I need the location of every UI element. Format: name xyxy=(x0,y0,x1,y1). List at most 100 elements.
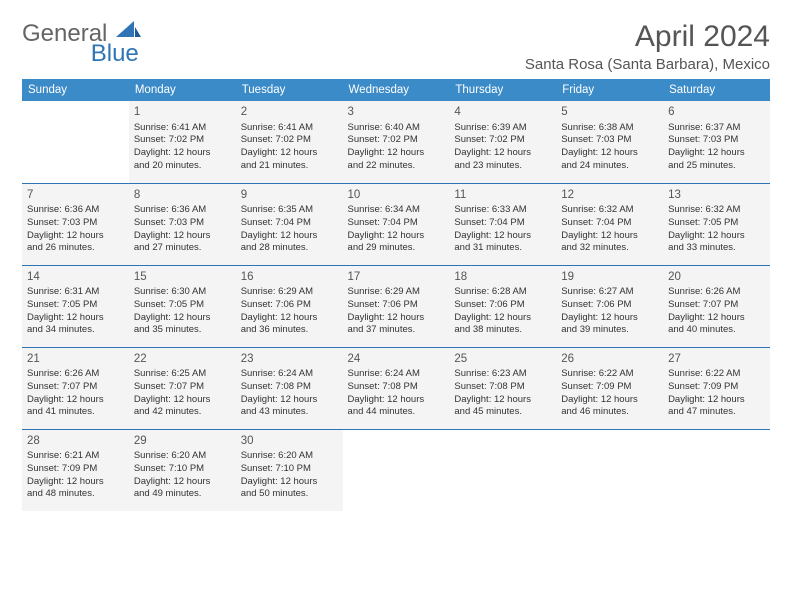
day-number: 26 xyxy=(561,352,658,368)
header-row: Sunday Monday Tuesday Wednesday Thursday… xyxy=(22,79,770,101)
day-info-sr: Sunrise: 6:29 AM xyxy=(348,286,445,299)
day-number: 27 xyxy=(668,352,765,368)
day-info-d2: and 49 minutes. xyxy=(134,488,231,501)
day-info-sr: Sunrise: 6:24 AM xyxy=(241,368,338,381)
day-number: 11 xyxy=(454,188,551,204)
day-cell: 22Sunrise: 6:25 AMSunset: 7:07 PMDayligh… xyxy=(129,347,236,429)
day-info-sr: Sunrise: 6:28 AM xyxy=(454,286,551,299)
day-info-ss: Sunset: 7:07 PM xyxy=(668,299,765,312)
day-info-sr: Sunrise: 6:20 AM xyxy=(241,450,338,463)
day-number: 3 xyxy=(348,105,445,121)
day-info-d2: and 23 minutes. xyxy=(454,160,551,173)
day-number: 5 xyxy=(561,105,658,121)
day-info-d1: Daylight: 12 hours xyxy=(454,147,551,160)
day-info-ss: Sunset: 7:06 PM xyxy=(561,299,658,312)
day-info-d2: and 50 minutes. xyxy=(241,488,338,501)
day-cell xyxy=(663,429,770,511)
week-row: 21Sunrise: 6:26 AMSunset: 7:07 PMDayligh… xyxy=(22,347,770,429)
day-info-sr: Sunrise: 6:36 AM xyxy=(134,204,231,217)
day-info-sr: Sunrise: 6:40 AM xyxy=(348,122,445,135)
calendar-body: 1Sunrise: 6:41 AMSunset: 7:02 PMDaylight… xyxy=(22,101,770,511)
location: Santa Rosa (Santa Barbara), Mexico xyxy=(525,56,770,73)
day-info-ss: Sunset: 7:08 PM xyxy=(241,381,338,394)
day-info-d1: Daylight: 12 hours xyxy=(27,476,124,489)
day-info-d1: Daylight: 12 hours xyxy=(454,394,551,407)
day-info-d2: and 32 minutes. xyxy=(561,242,658,255)
day-info-d2: and 29 minutes. xyxy=(348,242,445,255)
day-info-sr: Sunrise: 6:32 AM xyxy=(668,204,765,217)
day-cell: 24Sunrise: 6:24 AMSunset: 7:08 PMDayligh… xyxy=(343,347,450,429)
day-number: 8 xyxy=(134,188,231,204)
day-cell: 6Sunrise: 6:37 AMSunset: 7:03 PMDaylight… xyxy=(663,101,770,183)
day-number: 19 xyxy=(561,270,658,286)
day-info-d1: Daylight: 12 hours xyxy=(348,147,445,160)
day-info-ss: Sunset: 7:09 PM xyxy=(668,381,765,394)
calendar-table: Sunday Monday Tuesday Wednesday Thursday… xyxy=(22,79,770,511)
day-info-ss: Sunset: 7:02 PM xyxy=(134,134,231,147)
day-number: 12 xyxy=(561,188,658,204)
day-info-d1: Daylight: 12 hours xyxy=(348,230,445,243)
week-row: 1Sunrise: 6:41 AMSunset: 7:02 PMDaylight… xyxy=(22,101,770,183)
col-saturday: Saturday xyxy=(663,79,770,101)
day-info-sr: Sunrise: 6:41 AM xyxy=(134,122,231,135)
day-info-d2: and 41 minutes. xyxy=(27,406,124,419)
day-info-d2: and 37 minutes. xyxy=(348,324,445,337)
day-info-d2: and 25 minutes. xyxy=(668,160,765,173)
day-info-sr: Sunrise: 6:39 AM xyxy=(454,122,551,135)
day-info-sr: Sunrise: 6:27 AM xyxy=(561,286,658,299)
day-cell: 7Sunrise: 6:36 AMSunset: 7:03 PMDaylight… xyxy=(22,183,129,265)
col-tuesday: Tuesday xyxy=(236,79,343,101)
day-info-d1: Daylight: 12 hours xyxy=(561,230,658,243)
day-info-ss: Sunset: 7:05 PM xyxy=(668,217,765,230)
day-info-sr: Sunrise: 6:36 AM xyxy=(27,204,124,217)
day-info-ss: Sunset: 7:06 PM xyxy=(241,299,338,312)
day-number: 14 xyxy=(27,270,124,286)
day-cell: 2Sunrise: 6:41 AMSunset: 7:02 PMDaylight… xyxy=(236,101,343,183)
day-info-ss: Sunset: 7:03 PM xyxy=(134,217,231,230)
day-info-sr: Sunrise: 6:29 AM xyxy=(241,286,338,299)
day-cell: 29Sunrise: 6:20 AMSunset: 7:10 PMDayligh… xyxy=(129,429,236,511)
day-info-ss: Sunset: 7:06 PM xyxy=(454,299,551,312)
day-cell: 16Sunrise: 6:29 AMSunset: 7:06 PMDayligh… xyxy=(236,265,343,347)
day-info-d1: Daylight: 12 hours xyxy=(454,312,551,325)
day-number: 2 xyxy=(241,105,338,121)
col-friday: Friday xyxy=(556,79,663,101)
day-info-ss: Sunset: 7:09 PM xyxy=(27,463,124,476)
day-number: 4 xyxy=(454,105,551,121)
day-cell: 25Sunrise: 6:23 AMSunset: 7:08 PMDayligh… xyxy=(449,347,556,429)
day-cell: 10Sunrise: 6:34 AMSunset: 7:04 PMDayligh… xyxy=(343,183,450,265)
day-info-ss: Sunset: 7:04 PM xyxy=(454,217,551,230)
calendar-thead: Sunday Monday Tuesday Wednesday Thursday… xyxy=(22,79,770,101)
day-info-d2: and 34 minutes. xyxy=(27,324,124,337)
day-info-d2: and 21 minutes. xyxy=(241,160,338,173)
day-info-sr: Sunrise: 6:41 AM xyxy=(241,122,338,135)
day-info-d2: and 39 minutes. xyxy=(561,324,658,337)
day-cell xyxy=(449,429,556,511)
day-number: 28 xyxy=(27,434,124,450)
day-info-d1: Daylight: 12 hours xyxy=(348,394,445,407)
day-cell: 30Sunrise: 6:20 AMSunset: 7:10 PMDayligh… xyxy=(236,429,343,511)
week-row: 28Sunrise: 6:21 AMSunset: 7:09 PMDayligh… xyxy=(22,429,770,511)
day-info-d1: Daylight: 12 hours xyxy=(27,312,124,325)
col-thursday: Thursday xyxy=(449,79,556,101)
header: General Blue April 2024 Santa Rosa (Sant… xyxy=(22,20,770,73)
week-row: 14Sunrise: 6:31 AMSunset: 7:05 PMDayligh… xyxy=(22,265,770,347)
day-info-d2: and 33 minutes. xyxy=(668,242,765,255)
day-info-sr: Sunrise: 6:38 AM xyxy=(561,122,658,135)
day-info-d2: and 45 minutes. xyxy=(454,406,551,419)
day-number: 16 xyxy=(241,270,338,286)
day-info-d1: Daylight: 12 hours xyxy=(241,147,338,160)
day-cell: 14Sunrise: 6:31 AMSunset: 7:05 PMDayligh… xyxy=(22,265,129,347)
day-info-d1: Daylight: 12 hours xyxy=(561,312,658,325)
day-cell: 17Sunrise: 6:29 AMSunset: 7:06 PMDayligh… xyxy=(343,265,450,347)
day-info-ss: Sunset: 7:07 PM xyxy=(27,381,124,394)
day-info-d1: Daylight: 12 hours xyxy=(454,230,551,243)
col-sunday: Sunday xyxy=(22,79,129,101)
day-info-sr: Sunrise: 6:33 AM xyxy=(454,204,551,217)
day-cell: 28Sunrise: 6:21 AMSunset: 7:09 PMDayligh… xyxy=(22,429,129,511)
col-monday: Monday xyxy=(129,79,236,101)
logo: General Blue xyxy=(22,20,197,48)
day-info-d1: Daylight: 12 hours xyxy=(241,476,338,489)
day-info-d1: Daylight: 12 hours xyxy=(134,312,231,325)
day-info-d2: and 38 minutes. xyxy=(454,324,551,337)
